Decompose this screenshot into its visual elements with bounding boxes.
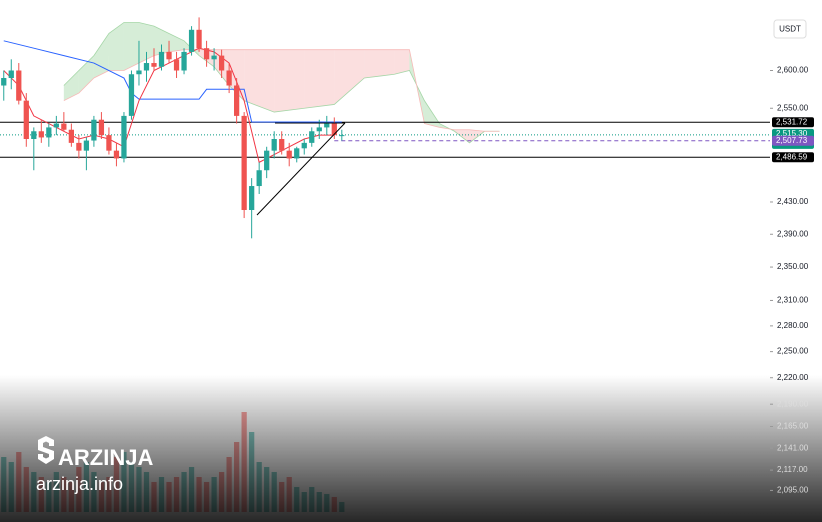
cloud-segment <box>123 22 139 71</box>
level-label: 2,507.73 <box>776 136 808 145</box>
y-tick-label: 2,600.00 <box>777 66 809 75</box>
candle-body <box>279 138 285 151</box>
cloud-segment <box>334 49 365 105</box>
candle-body <box>271 138 277 151</box>
candle-body <box>53 123 59 128</box>
candle-body <box>61 123 67 130</box>
cloud-segment <box>274 49 305 113</box>
cloud-segment <box>229 49 245 101</box>
candle-body <box>38 131 44 138</box>
level-label: 2,515.30 <box>776 129 808 138</box>
candle-body <box>294 148 300 159</box>
candle-body <box>316 127 322 132</box>
candle-body <box>339 135 345 137</box>
candle-body <box>211 55 217 60</box>
level-label: 2,486.59 <box>776 152 808 161</box>
brand: ARZINJA <box>58 445 153 470</box>
cloud-segment <box>394 49 410 75</box>
y-tick-label: 2,190.00 <box>777 399 809 408</box>
candle-body <box>324 123 330 128</box>
cloud-segment <box>138 22 154 64</box>
site: arzinja.info <box>36 474 123 494</box>
candle-body <box>98 119 105 136</box>
candle-body <box>1 77 7 86</box>
candle-body <box>158 51 165 67</box>
candle-body <box>286 150 292 159</box>
candle-body <box>264 150 270 171</box>
y-tick-label: 2,165.00 <box>777 422 809 431</box>
candle-body <box>331 123 337 136</box>
candle-body <box>46 127 52 138</box>
level-label-box <box>772 152 814 163</box>
candle-body <box>203 48 210 60</box>
price-axis: 2,600.00 2,550.00 2,430.00 2,390.00 2,350.00… <box>770 66 814 495</box>
y-tick-label: 2,117.00 <box>777 465 808 474</box>
candle-body <box>234 85 240 116</box>
candle-body <box>16 70 22 101</box>
candle-body <box>23 100 29 139</box>
candle-body <box>68 129 74 143</box>
bottom-shade <box>0 375 822 522</box>
candle-body <box>121 115 127 159</box>
candle-body <box>76 142 82 151</box>
cloud-segment <box>78 55 94 94</box>
cloud-segment <box>304 49 335 109</box>
candle-body <box>218 55 225 71</box>
cloud-segment <box>154 26 170 56</box>
cloud-segment <box>169 33 185 52</box>
cloud-layer <box>63 22 500 144</box>
cloud-edge <box>63 49 500 132</box>
candle-body <box>241 115 247 210</box>
y-tick-label: 2,250.00 <box>777 347 809 356</box>
cloud-segment <box>244 49 275 113</box>
candle-body <box>309 131 315 143</box>
y-tick-label: 2,095.00 <box>777 486 809 495</box>
cloud-segment <box>108 22 124 71</box>
logo <box>38 436 54 464</box>
candle-body <box>249 186 255 210</box>
y-tick-label: 2,141.00 <box>777 443 809 452</box>
candle-body <box>256 170 262 187</box>
currency: USDT <box>779 25 801 34</box>
candle-body <box>301 142 307 149</box>
y-tick-label: 2,430.00 <box>777 197 809 206</box>
candle-body <box>188 29 195 52</box>
candle-body <box>151 63 157 67</box>
indicator-line <box>3 40 342 123</box>
candle-body <box>196 29 202 49</box>
y-tick-label: 2,390.00 <box>777 229 809 238</box>
y-tick-label: 2,310.00 <box>777 296 809 305</box>
candle-body <box>106 135 112 151</box>
triangle-drawing <box>256 122 346 216</box>
cloud-segment <box>424 100 440 128</box>
candle-body <box>31 131 37 139</box>
level-label: 2,531.72 <box>776 117 808 126</box>
candle-body <box>83 140 90 151</box>
candle-body <box>226 70 232 86</box>
candle-layer <box>1 17 345 239</box>
candle-body <box>181 51 187 71</box>
level-label-box <box>772 135 814 146</box>
cloud-segment <box>364 49 395 78</box>
watermark: ARZINJA arzinja.info <box>36 436 153 494</box>
y-tick-label: 2,350.00 <box>777 262 809 271</box>
cloud-segment <box>93 33 109 78</box>
candle-body <box>8 70 14 78</box>
candle-body <box>143 63 150 71</box>
level-label-box <box>772 117 814 128</box>
candle-body <box>113 150 120 159</box>
candle-body <box>128 74 135 116</box>
candle-body <box>91 119 97 141</box>
level-layer <box>0 121 770 158</box>
cloud-segment <box>63 70 79 101</box>
y-tick-label: 2,280.00 <box>777 321 809 330</box>
currency-box <box>773 19 807 39</box>
y-tick-label: 2,550.00 <box>777 103 809 112</box>
candle-body <box>136 70 142 75</box>
candle-body <box>173 59 180 71</box>
y-tick-label: 2,220.00 <box>777 373 809 382</box>
candle-body <box>166 51 172 60</box>
